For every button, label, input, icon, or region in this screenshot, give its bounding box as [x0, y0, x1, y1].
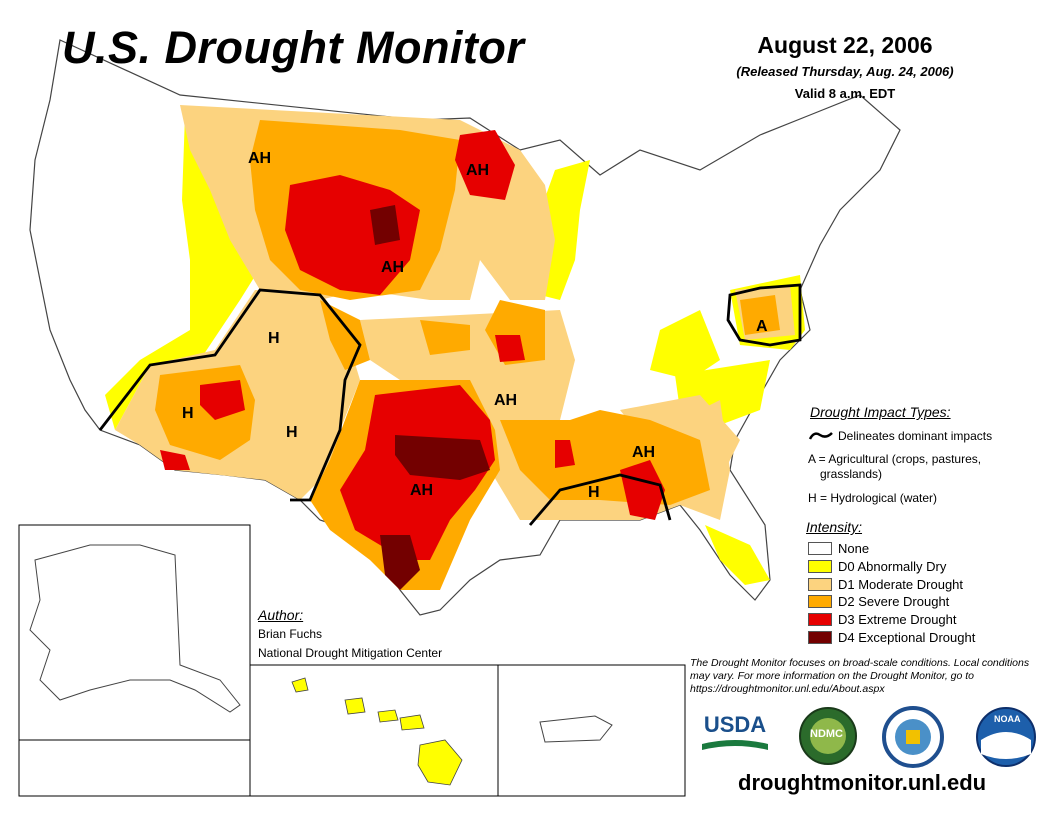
usda-wave-icon: [702, 740, 768, 750]
swatch-d0: [808, 559, 832, 573]
d4-areas: [370, 205, 490, 590]
swatch-none: [808, 541, 832, 555]
map-title: U.S. Drought Monitor: [62, 22, 525, 73]
noaa-logo: [976, 707, 1036, 767]
region-label: H: [588, 484, 600, 501]
region-label: AH: [466, 162, 490, 179]
impact-delineates: Delineates dominant impacts: [838, 429, 993, 443]
legend-row-d1: D1 Moderate Drought: [808, 576, 963, 592]
legend-label: D1 Moderate Drought: [838, 576, 964, 592]
map-date: August 22, 2006: [757, 32, 933, 58]
impact-hydrological: H = Hydrological (water): [808, 491, 938, 505]
puerto-rico-outline: [539, 715, 613, 743]
info-note: The Drought Monitor focuses on broad-sca…: [690, 657, 1030, 695]
region-label: AH: [632, 444, 656, 461]
legend-row-d4: D4 Exceptional Drought: [808, 629, 975, 645]
swatch-d2: [808, 594, 832, 608]
author-heading: Author:: [258, 607, 304, 623]
impact-agricultural: A = Agricultural (crops, pastures,: [808, 452, 982, 466]
usda-logo: USDA: [700, 712, 770, 760]
release-date: (Released Thursday, Aug. 24, 2006): [736, 64, 954, 79]
legend-row-d2: D2 Severe Drought: [808, 593, 949, 609]
legend-row-d3: D3 Extreme Drought: [808, 611, 957, 627]
ndmc-logo-text: NDMC: [810, 728, 843, 740]
region-label: AH: [494, 392, 518, 409]
alaska-outline: [29, 544, 241, 713]
swatch-d1: [808, 577, 832, 591]
noaa-logo-text: NOAA: [994, 714, 1021, 724]
legend-label: D0 Abnormally Dry: [838, 558, 947, 574]
legend-label: None: [838, 540, 870, 556]
swatch-d3: [808, 612, 832, 626]
legend-label: D4 Exceptional Drought: [838, 629, 976, 645]
legend-label: D3 Extreme Drought: [838, 611, 957, 627]
ndmc-logo: [799, 707, 857, 765]
legend-label: D2 Severe Drought: [838, 593, 950, 609]
hawaii-islands: [291, 677, 463, 786]
region-label: H: [286, 424, 298, 441]
website-url: droughtmonitor.unl.edu: [738, 770, 987, 795]
impact-boundaries: [98, 283, 802, 526]
impact-agricultural-2: grasslands): [820, 467, 883, 481]
commerce-seal-icon: [882, 706, 944, 768]
swatch-d4: [808, 630, 832, 644]
region-label: A: [756, 318, 768, 335]
hawaii-inset-frame: [249, 664, 499, 797]
region-label: H: [268, 330, 280, 347]
region-label: H: [182, 405, 194, 422]
impact-line-icon: [808, 432, 833, 440]
legend-row-none: None: [808, 540, 869, 556]
region-label: AH: [381, 259, 405, 276]
author-org: National Drought Mitigation Center: [258, 646, 443, 660]
valid-time: Valid 8 a.m. EDT: [794, 86, 896, 101]
intensity-heading: Intensity:: [806, 519, 863, 535]
legend-row-d0: D0 Abnormally Dry: [808, 558, 946, 574]
region-label: AH: [248, 150, 272, 167]
author-name: Brian Fuchs: [258, 627, 323, 641]
region-label: AH: [410, 482, 434, 499]
impact-types-heading: Drought Impact Types:: [810, 404, 951, 420]
